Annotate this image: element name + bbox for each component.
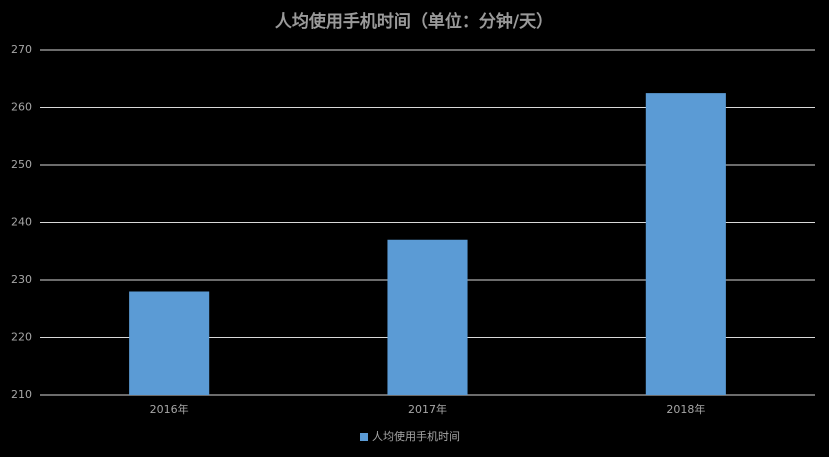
legend-label: 人均使用手机时间 [372,429,460,443]
y-tick-label: 260 [11,101,32,114]
bar [645,93,726,395]
chart-title: 人均使用手机时间（单位：分钟/天） [275,11,553,32]
y-tick-label: 220 [11,331,32,344]
y-tick-label: 250 [11,158,32,171]
x-tick-label: 2017年 [408,402,447,416]
x-tick-label: 2016年 [150,402,189,416]
bar [129,291,210,395]
bar [387,239,468,395]
y-tick-label: 230 [11,273,32,286]
y-tick-label: 240 [11,216,32,229]
y-tick-label: 210 [11,388,32,401]
y-tick-label: 270 [11,43,32,56]
legend-swatch [360,433,368,441]
x-tick-label: 2018年 [666,402,705,416]
